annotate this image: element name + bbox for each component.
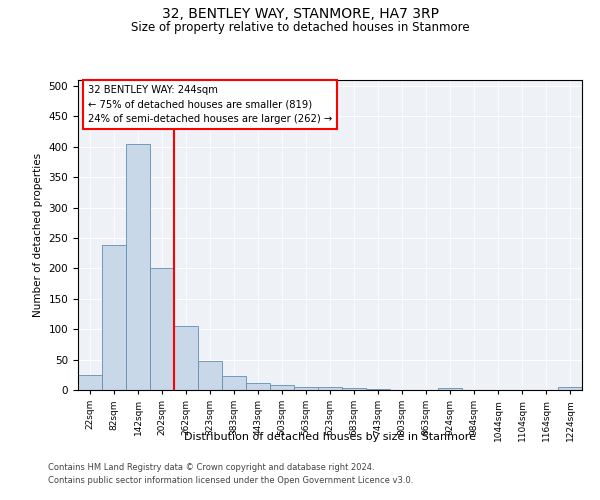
Text: 32, BENTLEY WAY, STANMORE, HA7 3RP: 32, BENTLEY WAY, STANMORE, HA7 3RP [161, 8, 439, 22]
Text: Contains public sector information licensed under the Open Government Licence v3: Contains public sector information licen… [48, 476, 413, 485]
Y-axis label: Number of detached properties: Number of detached properties [33, 153, 43, 317]
Bar [102, 246, 126, 390]
Text: Contains HM Land Registry data © Crown copyright and database right 2024.: Contains HM Land Registry data © Crown c… [48, 464, 374, 472]
Bar [150, 268, 174, 390]
Bar [366, 389, 390, 390]
Bar [222, 376, 246, 390]
Bar [174, 326, 198, 390]
Bar [270, 385, 294, 390]
Text: 32 BENTLEY WAY: 244sqm
← 75% of detached houses are smaller (819)
24% of semi-de: 32 BENTLEY WAY: 244sqm ← 75% of detached… [88, 84, 332, 124]
Bar [558, 387, 582, 390]
Bar [342, 388, 366, 390]
Bar [126, 144, 150, 390]
Text: Size of property relative to detached houses in Stanmore: Size of property relative to detached ho… [131, 21, 469, 34]
Bar [294, 387, 318, 390]
Bar [246, 384, 270, 390]
Bar [438, 388, 462, 390]
Text: Distribution of detached houses by size in Stanmore: Distribution of detached houses by size … [184, 432, 476, 442]
Bar [318, 387, 342, 390]
Bar [198, 361, 222, 390]
Bar [78, 375, 102, 390]
